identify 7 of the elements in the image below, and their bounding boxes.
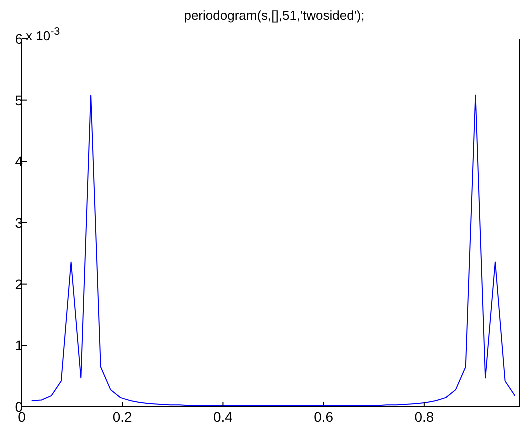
x-tick-label: 0.6 — [314, 408, 334, 425]
chart-title: periodogram(s,[],51,'twosided'); — [183, 8, 366, 23]
x-tick-label: 0.2 — [112, 408, 133, 425]
line-series — [31, 94, 516, 406]
x-tick-label: 0.4 — [213, 408, 234, 425]
x-tick-label: 0.8 — [414, 408, 434, 425]
annotation: x 10$^{-3}$ — [26, 26, 60, 44]
